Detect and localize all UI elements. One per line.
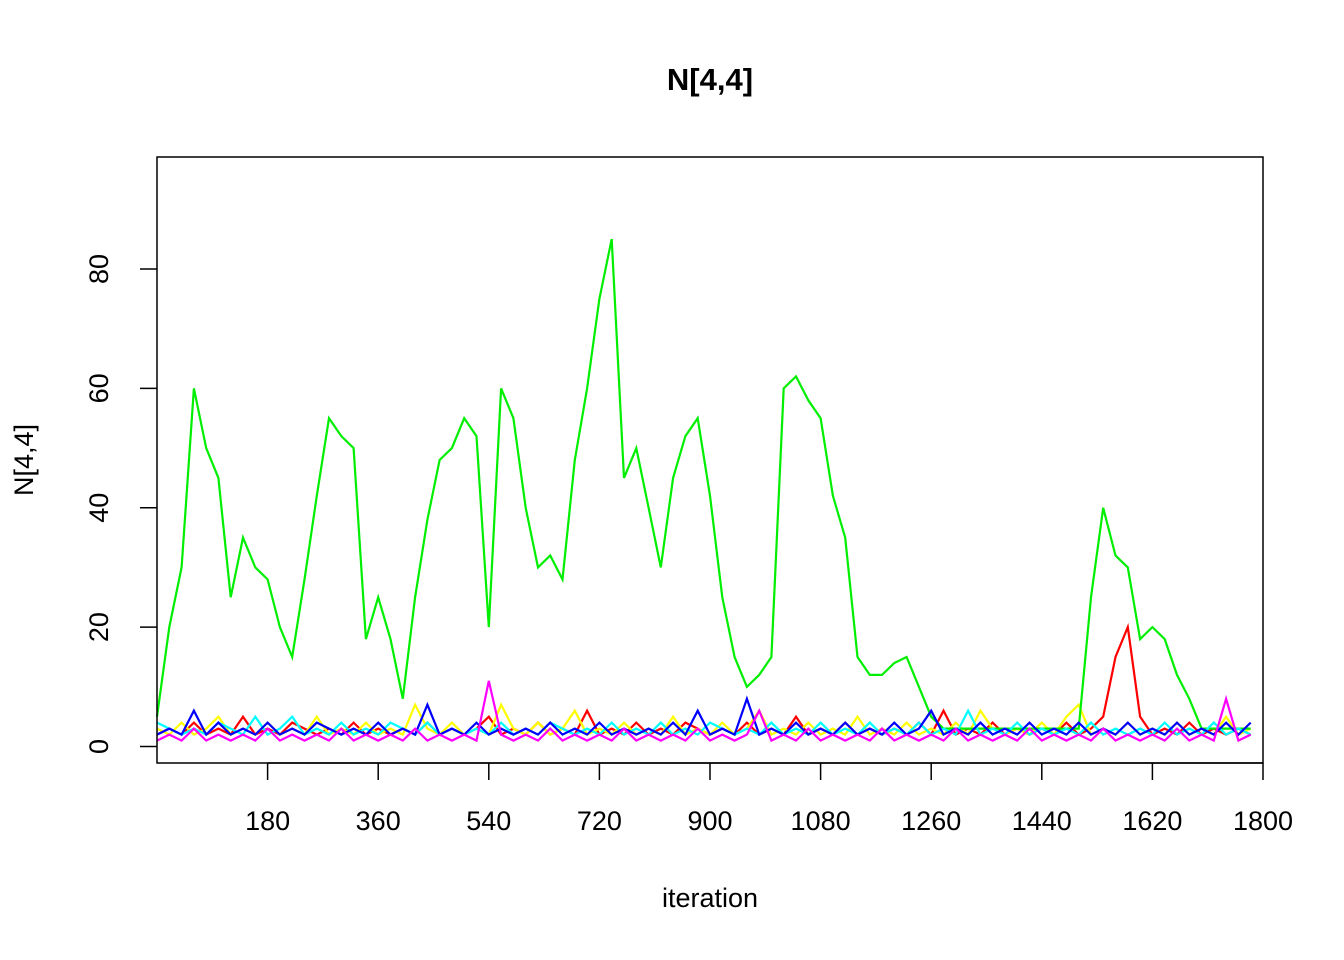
y-tick-label: 40 [84, 493, 114, 523]
y-tick-label: 0 [84, 739, 114, 754]
series-line [156, 695, 1252, 737]
x-tick-label: 180 [245, 806, 290, 836]
y-tick-label: 60 [84, 373, 114, 403]
y-tick-label: 20 [84, 612, 114, 642]
x-tick-label: 1080 [791, 806, 851, 836]
x-tick-label: 900 [687, 806, 732, 836]
x-tick-label: 1440 [1012, 806, 1072, 836]
series-line [155, 238, 1251, 730]
x-tick-label: 540 [466, 806, 511, 836]
x-tick-label: 720 [577, 806, 622, 836]
series-line [156, 680, 1252, 743]
x-axis-label: iteration [662, 883, 758, 913]
y-tick-label: 80 [84, 254, 114, 284]
x-tick-label: 1260 [901, 806, 961, 836]
y-axis-label: N[4,4] [9, 424, 39, 496]
chart-title: N[4,4] [667, 62, 753, 97]
x-tick-label: 360 [356, 806, 401, 836]
x-tick-label: 1800 [1233, 806, 1293, 836]
series-line [156, 708, 1252, 737]
x-tick-label: 1620 [1122, 806, 1182, 836]
